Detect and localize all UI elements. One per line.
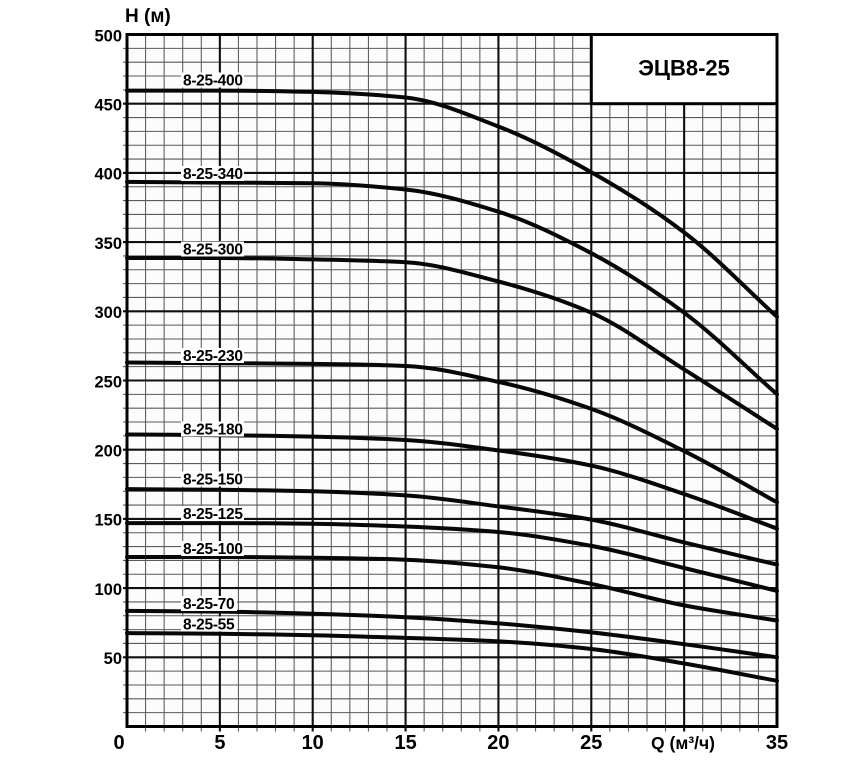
svg-text:Q (м³/ч): Q (м³/ч) — [651, 733, 715, 753]
svg-text:8-25-180: 8-25-180 — [183, 422, 243, 439]
svg-text:10: 10 — [302, 732, 324, 754]
svg-text:8-25-150: 8-25-150 — [183, 472, 243, 489]
svg-text:8-25-100: 8-25-100 — [183, 541, 243, 558]
svg-text:ЭЦВ8-25: ЭЦВ8-25 — [638, 56, 730, 81]
svg-text:8-25-70: 8-25-70 — [183, 596, 234, 613]
svg-text:8-25-230: 8-25-230 — [183, 348, 243, 365]
svg-text:8-25-340: 8-25-340 — [183, 166, 243, 183]
svg-text:150: 150 — [94, 512, 122, 530]
svg-text:350: 350 — [94, 235, 122, 253]
svg-text:400: 400 — [94, 166, 122, 184]
svg-text:250: 250 — [94, 373, 122, 391]
svg-text:8-25-300: 8-25-300 — [183, 242, 243, 259]
svg-text:8-25-55: 8-25-55 — [183, 617, 235, 634]
svg-text:300: 300 — [94, 304, 122, 322]
svg-text:20: 20 — [487, 732, 509, 754]
svg-text:25: 25 — [580, 732, 602, 754]
svg-text:35: 35 — [766, 732, 788, 754]
svg-text:H (м): H (м) — [125, 6, 171, 27]
svg-text:200: 200 — [94, 443, 122, 461]
svg-text:8-25-125: 8-25-125 — [183, 506, 243, 523]
svg-text:500: 500 — [94, 27, 122, 45]
svg-text:450: 450 — [94, 97, 122, 115]
svg-text:100: 100 — [94, 581, 122, 599]
svg-text:0: 0 — [113, 732, 124, 754]
svg-text:8-25-400: 8-25-400 — [183, 73, 243, 90]
svg-text:50: 50 — [104, 650, 122, 668]
svg-text:15: 15 — [394, 732, 416, 754]
svg-text:5: 5 — [214, 732, 225, 754]
